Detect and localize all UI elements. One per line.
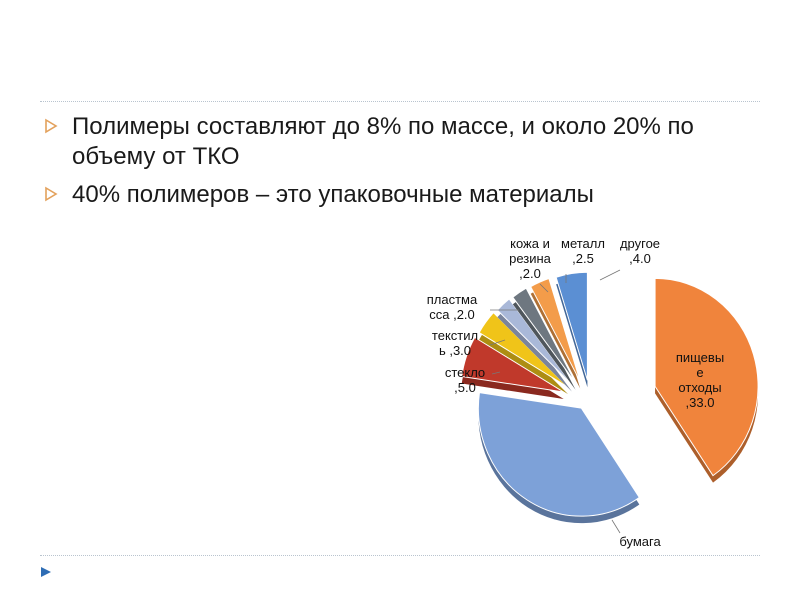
pie-slice-face <box>461 336 564 393</box>
pie-slice-6 <box>512 287 577 390</box>
pie-label-7: металл ,2.5 <box>561 236 605 266</box>
pie-label-line: ь ,3.0 <box>439 343 471 358</box>
pie-slice-7 <box>530 277 581 389</box>
pie-label-line: текстил <box>432 328 478 343</box>
pie-slice-3 <box>461 336 564 400</box>
pie-label-line: сса ,2.0 <box>429 307 475 322</box>
pie-label-line: кожа и <box>510 236 550 251</box>
pie-label-3: стекло ,5.0 <box>445 365 485 395</box>
pie-slice-face <box>477 392 641 517</box>
pie-label-line: пластма <box>427 292 478 307</box>
pie-label-line: резина <box>509 251 552 266</box>
pie-leader-line <box>611 519 621 534</box>
pie-label-line: ,5.0 <box>454 380 476 395</box>
pie-slice-face <box>478 311 569 388</box>
pie-slice-face <box>530 277 581 382</box>
pie-label-2: бумага <box>619 534 661 549</box>
pie-leader-line <box>491 371 501 375</box>
pie-label-5: пластма сса ,2.0 <box>427 292 478 322</box>
pie-label-1: пищевы е отходы ,33.0 <box>676 350 724 410</box>
pie-leader-line <box>489 339 506 346</box>
bottom-divider <box>40 555 760 556</box>
pie-label-line: ,33.0 <box>686 395 715 410</box>
pie-slice-2 <box>477 392 641 524</box>
bullet-item-polymers-share: Полимеры составляют до 8% по массе, и ок… <box>44 112 744 172</box>
pie-slice-face <box>512 287 577 384</box>
pie-slice-4 <box>478 311 569 395</box>
bullet-text: 40% полимеров – это упаковочные материал… <box>72 181 594 208</box>
bullet-list: Полимеры составляют до 8% по массе, и ок… <box>44 112 744 218</box>
pie-label-line: ,4.0 <box>629 251 651 266</box>
pie-label-8: другое ,4.0 <box>620 236 660 266</box>
pie-slice-8 <box>555 271 588 388</box>
pie-label-4: текстил ь ,3.0 <box>432 328 478 358</box>
bullet-item-packaging-share: 40% полимеров – это упаковочные материал… <box>44 180 744 210</box>
pie-label-line: пищевы <box>676 350 724 365</box>
pie-label-line: металл <box>561 236 605 251</box>
pie-label-line: бумага <box>619 534 661 549</box>
pie-label-line: стекло <box>445 365 485 380</box>
pie-label-line: ,2.0 <box>519 266 541 281</box>
pie-label-line: другое <box>620 236 660 251</box>
top-divider <box>40 101 760 102</box>
pie-leader-line <box>599 269 621 281</box>
pie-slice-1 <box>654 277 759 483</box>
pie-label-line: отходы <box>678 380 721 395</box>
pie-slice-face <box>555 271 588 381</box>
pie-slice-face <box>654 277 759 477</box>
pie-label-line: ,2.5 <box>572 251 594 266</box>
next-slide-arrow-icon[interactable] <box>40 566 52 578</box>
bullet-arrow-icon <box>45 118 58 134</box>
pie-label-6: кожа и резина ,2.0 <box>509 236 552 281</box>
bullet-text: Полимеры составляют до 8% по массе, и ок… <box>72 113 694 170</box>
pie-label-line: е <box>696 365 703 380</box>
pie-leader-line <box>539 283 549 293</box>
bullet-arrow-icon <box>45 186 58 202</box>
